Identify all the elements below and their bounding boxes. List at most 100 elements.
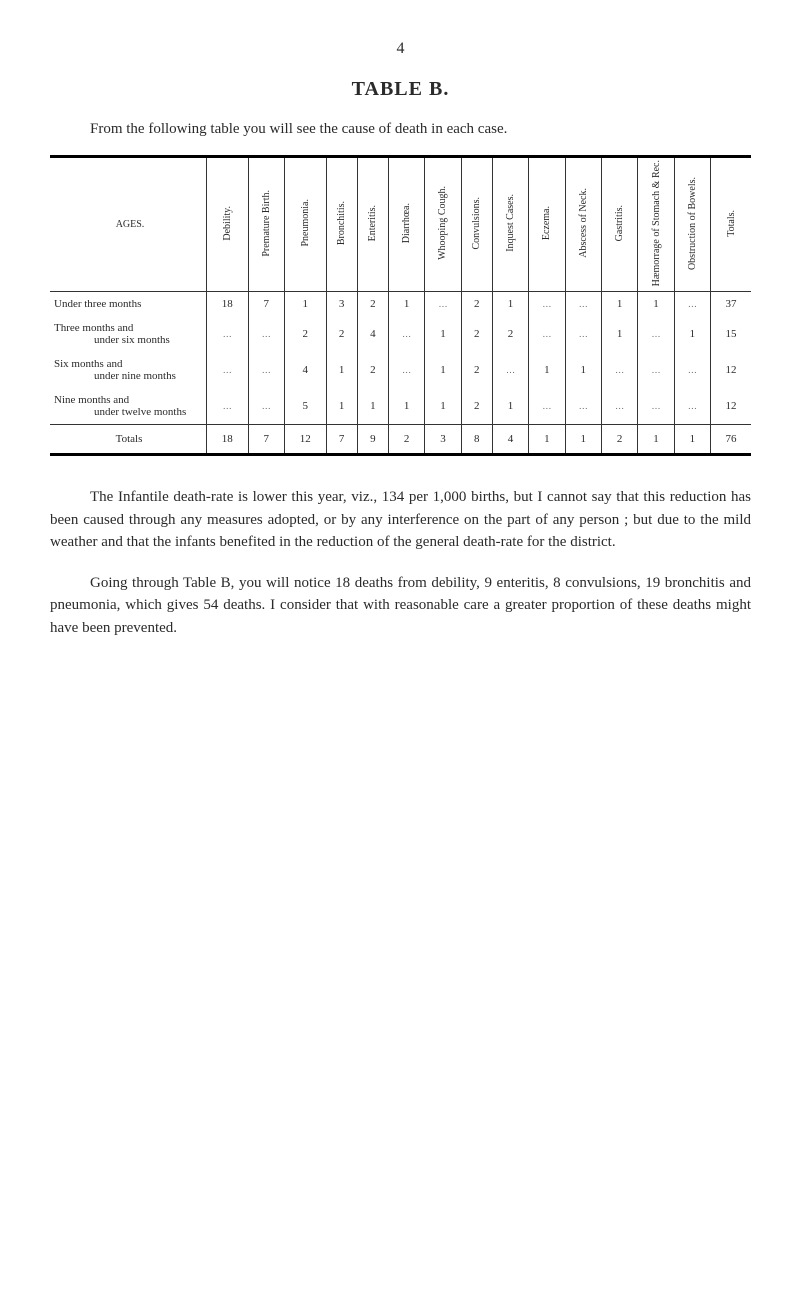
table-cell: … [674,388,710,425]
table-cell: 1 [284,292,326,317]
table-cell: 12 [711,352,751,388]
page-number: 4 [50,40,751,58]
table-cell: 1 [357,388,388,425]
totals-cell: 9 [357,425,388,455]
col-inquest-cases: Inquest Cases. [492,157,528,292]
table-cell: … [388,316,424,352]
table-cell: 1 [425,388,461,425]
row-label: Nine months andunder twelve months [50,388,207,425]
table-cell: 2 [492,316,528,352]
totals-cell: 1 [674,425,710,455]
totals-cell: 3 [425,425,461,455]
totals-cell: 76 [711,425,751,455]
col-abscess-neck: Abscess of Neck. [565,157,601,292]
table-row: Under three months1871321…21……11…37 [50,292,751,317]
table-cell: 1 [326,388,357,425]
totals-cell: 12 [284,425,326,455]
table-cell: 1 [601,316,637,352]
table-cell: 1 [601,292,637,317]
table-cell: … [207,316,249,352]
table-cell: … [492,352,528,388]
totals-row: Totals187127923841121176 [50,425,751,455]
totals-cell: 8 [461,425,492,455]
totals-cell: 4 [492,425,528,455]
row-label: Three months andunder six months [50,316,207,352]
col-haemorrage: Hæmorrage of Stomach & Rec. [638,157,674,292]
col-debility: Debility. [207,157,249,292]
table-cell: 2 [357,292,388,317]
table-cell: … [674,292,710,317]
col-bronchitis: Bronchitis. [326,157,357,292]
row-label: Six months andunder nine months [50,352,207,388]
col-convulsions: Convulsions. [461,157,492,292]
death-cause-table: AGES. Debility. Premature Birth. Pneumon… [50,155,751,456]
table-cell: … [601,352,637,388]
table-cell: … [207,388,249,425]
table-cell: 2 [461,352,492,388]
table-cell: 2 [461,292,492,317]
table-cell: … [388,352,424,388]
table-cell: 1 [638,292,674,317]
col-premature-birth: Premature Birth. [248,157,284,292]
table-cell: 3 [326,292,357,317]
col-eczema: Eczema. [529,157,565,292]
table-row: Three months andunder six months……224…12… [50,316,751,352]
col-obstruction: Obstruction of Bowels. [674,157,710,292]
totals-cell: 7 [326,425,357,455]
totals-cell: 1 [529,425,565,455]
col-totals: Totals. [711,157,751,292]
table-cell: 2 [461,316,492,352]
table-cell: 1 [492,292,528,317]
table-cell: … [248,352,284,388]
table-cell: 2 [326,316,357,352]
paragraph-1: The Infantile death-rate is lower this y… [50,486,751,554]
table-cell: 2 [284,316,326,352]
table-cell: 1 [425,352,461,388]
intro-text: From the following table you will see th… [50,119,751,140]
table-row: Nine months andunder twelve months……5111… [50,388,751,425]
table-cell: … [248,316,284,352]
totals-cell: 2 [388,425,424,455]
table-cell: 12 [711,388,751,425]
table-cell: … [638,316,674,352]
table-cell: 1 [529,352,565,388]
col-diarrhoea: Diarrhœa. [388,157,424,292]
ages-header: AGES. [50,157,207,292]
table-cell: 1 [388,388,424,425]
table-row: Six months andunder nine months……412…12…… [50,352,751,388]
table-cell: … [425,292,461,317]
table-cell: … [601,388,637,425]
col-whooping-cough: Whooping Cough. [425,157,461,292]
table-title: TABLE B. [50,78,751,101]
table-cell: 2 [357,352,388,388]
table-cell: 37 [711,292,751,317]
table-cell: 1 [492,388,528,425]
col-enteritis: Enteritis. [357,157,388,292]
table-cell: … [529,292,565,317]
table-cell: 1 [388,292,424,317]
table-cell: 1 [565,352,601,388]
table-cell: 7 [248,292,284,317]
table-cell: … [638,352,674,388]
table-cell: 2 [461,388,492,425]
table-cell: … [638,388,674,425]
totals-cell: 1 [638,425,674,455]
table-cell: 18 [207,292,249,317]
table-cell: … [248,388,284,425]
table-cell: 4 [357,316,388,352]
paragraph-2: Going through Table B, you will notice 1… [50,572,751,640]
table-cell: … [565,388,601,425]
table-cell: 4 [284,352,326,388]
table-cell: 15 [711,316,751,352]
totals-cell: 18 [207,425,249,455]
totals-cell: 2 [601,425,637,455]
table-cell: 1 [425,316,461,352]
table-cell: … [529,388,565,425]
table-cell: … [529,316,565,352]
table-cell: … [565,292,601,317]
col-gastritis: Gastritis. [601,157,637,292]
table-cell: 1 [674,316,710,352]
table-cell: … [207,352,249,388]
table-cell: 1 [326,352,357,388]
table-cell: … [674,352,710,388]
